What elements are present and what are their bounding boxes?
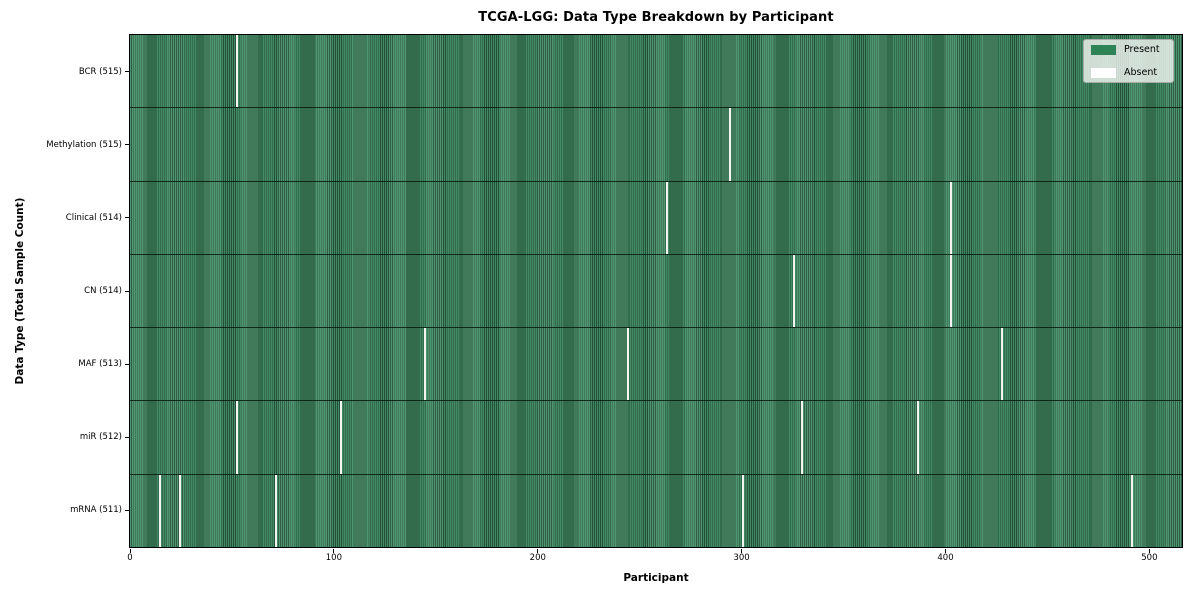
legend-swatch-absent	[1091, 68, 1116, 78]
heatmap-row	[130, 107, 1182, 181]
legend-label: Absent	[1124, 67, 1158, 79]
y-tick-label: CN (514)	[84, 286, 122, 296]
absent-marker	[741, 474, 744, 547]
x-tick-label: 400	[937, 553, 954, 563]
y-tick-mark	[125, 363, 129, 365]
heatmap-row	[130, 35, 1182, 108]
legend-item: Absent	[1091, 68, 1167, 78]
y-tick-label: MAF (513)	[78, 359, 122, 370]
x-tick-label: 200	[529, 553, 546, 563]
legend: Present Absent	[1083, 39, 1174, 83]
heatmap-row	[130, 400, 1182, 474]
y-tick-label: miR (512)	[79, 432, 122, 443]
legend-item: Present	[1091, 45, 1167, 55]
y-tick-mark	[125, 436, 129, 438]
x-tick-mark	[945, 549, 946, 553]
absent-marker	[627, 328, 630, 401]
absent-marker	[178, 474, 181, 547]
x-tick-mark	[129, 549, 131, 553]
y-tick-mark	[125, 144, 129, 146]
y-tick-label: mRNA (511)	[70, 505, 122, 516]
x-tick-mark	[333, 549, 335, 553]
absent-marker	[949, 181, 952, 254]
absent-marker	[274, 474, 277, 547]
heatmap-row	[130, 473, 1182, 547]
x-tick-label: 0	[127, 553, 133, 563]
absent-marker	[236, 401, 239, 474]
absent-marker	[1131, 474, 1134, 547]
legend-swatch-present	[1091, 45, 1116, 55]
y-tick-mark	[125, 290, 129, 292]
x-tick-label: 100	[325, 553, 342, 563]
absent-marker	[949, 254, 952, 328]
absent-marker	[800, 401, 803, 474]
absent-marker	[158, 474, 161, 547]
chart-title: TCGA-LGG: Data Type Breakdown by Partici…	[478, 10, 834, 25]
x-tick-label: 300	[733, 553, 750, 563]
y-tick-mark	[125, 217, 129, 219]
absent-marker	[792, 254, 795, 328]
y-tick-label: Clinical (514)	[65, 212, 122, 223]
absent-marker	[666, 181, 669, 254]
absent-marker	[339, 401, 342, 474]
absent-marker	[236, 35, 239, 108]
y-tick-label: Methylation (515)	[46, 139, 122, 150]
heatmap-row	[130, 180, 1182, 254]
x-axis-label: Participant	[623, 572, 689, 584]
x-tick-mark	[741, 549, 743, 553]
x-tick-mark	[1148, 549, 1150, 553]
y-tick-mark	[125, 509, 129, 511]
absent-marker	[916, 401, 919, 474]
heatmap-row	[130, 327, 1182, 401]
x-tick-mark	[537, 549, 539, 553]
plot-area	[129, 34, 1183, 548]
x-tick-label: 500	[1141, 553, 1158, 563]
heatmap-row	[130, 253, 1182, 328]
legend-label: Present	[1124, 44, 1160, 56]
absent-marker	[423, 328, 426, 401]
y-tick-mark	[125, 71, 129, 73]
absent-marker	[729, 108, 732, 181]
y-tick-label: BCR (515)	[78, 66, 122, 77]
absent-marker	[1000, 328, 1003, 401]
